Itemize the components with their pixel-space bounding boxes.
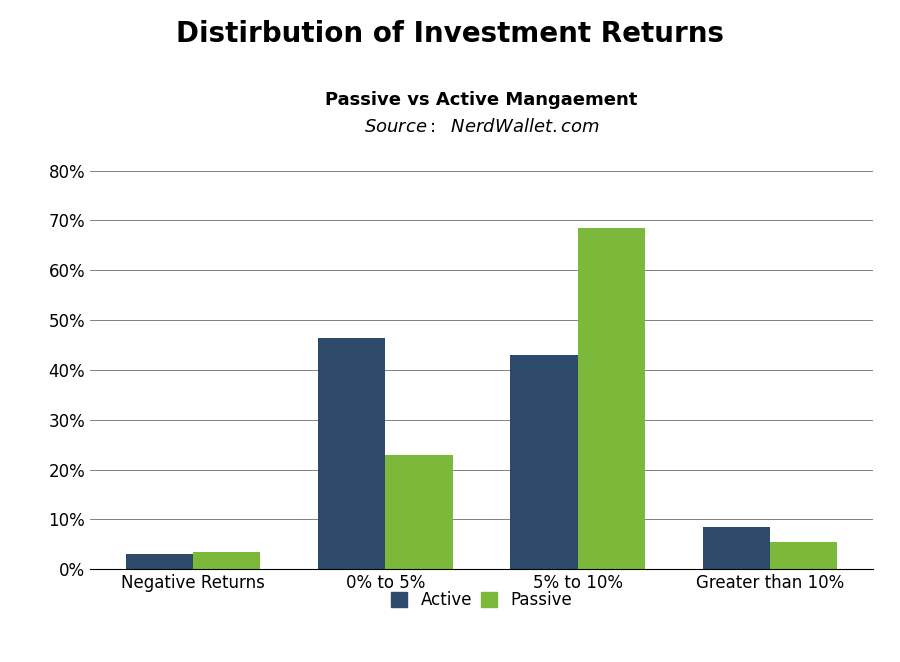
Legend: Active, Passive: Active, Passive xyxy=(384,585,579,616)
Bar xyxy=(126,554,193,569)
Text: Distirbution of Investment Returns: Distirbution of Investment Returns xyxy=(176,20,724,48)
Bar xyxy=(703,527,770,569)
Bar xyxy=(318,338,385,569)
Bar xyxy=(770,542,837,569)
Title: Passive vs Active Mangaement
$\it{Source:\ \ NerdWallet.com}$: Passive vs Active Mangaement $\it{Source… xyxy=(325,91,638,136)
Bar xyxy=(578,228,645,569)
Bar xyxy=(510,355,578,569)
Bar xyxy=(193,552,260,569)
Bar xyxy=(385,455,453,569)
